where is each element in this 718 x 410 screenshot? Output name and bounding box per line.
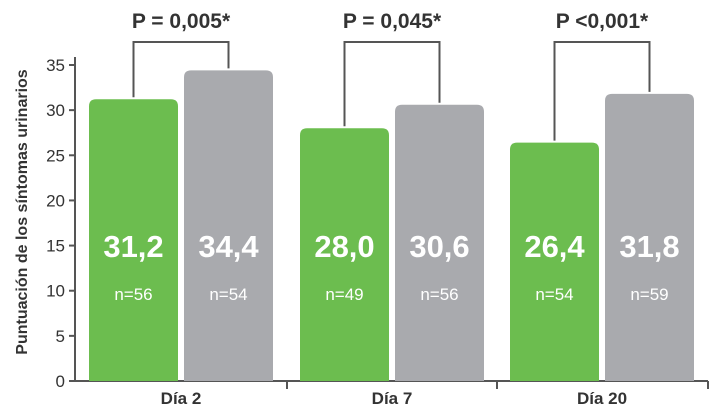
bars bbox=[89, 70, 694, 382]
bar bbox=[184, 70, 273, 381]
bar bbox=[395, 104, 484, 382]
y-tick-label: 35 bbox=[46, 56, 65, 75]
bar-value-label: 30,6 bbox=[409, 229, 469, 264]
p-value-label: P = 0,005* bbox=[132, 10, 231, 33]
y-tick-label: 25 bbox=[46, 146, 65, 165]
axes: 0 5 10 15 20 25 30 35 Día 2 Día 7 Día 20 bbox=[46, 56, 709, 408]
p-value-bracket bbox=[132, 41, 230, 98]
p-value-bracket bbox=[553, 41, 651, 141]
p-value-label: P <0,001* bbox=[556, 10, 649, 33]
p-value-bracket bbox=[343, 41, 441, 127]
bar-value-label: 26,4 bbox=[524, 229, 585, 264]
bar-value-label: 31,8 bbox=[619, 229, 679, 264]
bar-value-label: 31,2 bbox=[103, 229, 163, 264]
bar bbox=[89, 99, 178, 382]
bar-n-label: n=59 bbox=[630, 285, 668, 304]
bar-value-label: 34,4 bbox=[198, 229, 259, 264]
bar bbox=[300, 128, 389, 381]
x-category-label: Día 20 bbox=[577, 389, 627, 408]
x-category-label: Día 2 bbox=[161, 389, 202, 408]
bar-n-label: n=54 bbox=[535, 285, 573, 304]
bar-n-label: n=56 bbox=[420, 285, 458, 304]
bar bbox=[510, 142, 599, 381]
bar-n-label: n=56 bbox=[114, 285, 152, 304]
p-value-brackets: P = 0,005* P = 0,045* P <0,001* bbox=[132, 10, 651, 141]
y-tick-label: 15 bbox=[46, 237, 65, 256]
bar-n-label: n=54 bbox=[209, 285, 247, 304]
p-value-label: P = 0,045* bbox=[343, 10, 442, 33]
y-tick-label: 5 bbox=[56, 327, 65, 346]
y-tick-label: 30 bbox=[46, 101, 65, 120]
x-category-label: Día 7 bbox=[372, 389, 413, 408]
bar bbox=[605, 93, 694, 382]
y-axis-label: Puntuación de los síntomas urinarios bbox=[14, 69, 31, 354]
bar-n-label: n=49 bbox=[325, 285, 363, 304]
y-tick-label: 20 bbox=[46, 191, 65, 210]
bar-labels: 31,2 n=56 34,4 n=54 28,0 n=49 30,6 n=56 26,4 n=54… bbox=[103, 229, 679, 304]
y-tick-label: 10 bbox=[46, 282, 65, 301]
y-tick-label: 0 bbox=[56, 372, 65, 391]
bar-value-label: 28,0 bbox=[314, 229, 374, 264]
